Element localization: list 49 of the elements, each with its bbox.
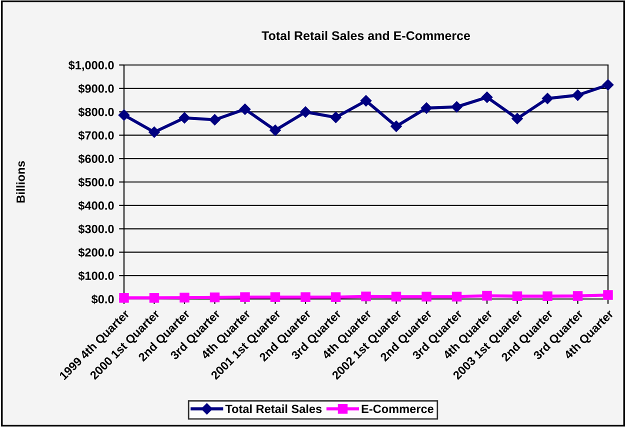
y-tick-label: $300.0 — [78, 224, 114, 234]
y-tick-label: $0.0 — [91, 294, 114, 304]
y-tick-label: $800.0 — [78, 107, 114, 117]
legend-label: Total Retail Sales — [225, 404, 322, 414]
y-tick-label: $400.0 — [78, 200, 114, 211]
point — [390, 120, 402, 132]
point — [210, 292, 220, 302]
point — [209, 114, 220, 126]
point — [542, 92, 554, 104]
point — [240, 292, 250, 302]
point — [118, 109, 130, 121]
point — [602, 79, 614, 90]
point — [422, 292, 432, 302]
y-tick-label: $1,000.0 — [68, 60, 114, 72]
point — [512, 112, 523, 124]
point — [451, 101, 462, 112]
point — [270, 292, 280, 302]
point — [482, 290, 492, 301]
point — [572, 291, 583, 301]
point — [239, 104, 251, 115]
point — [300, 106, 312, 118]
chart-title: Total Retail Sales and E-Commerce — [262, 30, 470, 40]
point — [420, 102, 432, 114]
point — [603, 290, 613, 300]
point — [452, 292, 462, 302]
y-axis-title: Billions — [16, 161, 25, 203]
point — [149, 292, 160, 303]
point — [542, 291, 552, 302]
point — [572, 90, 584, 101]
point — [300, 292, 310, 302]
point — [178, 112, 190, 124]
point — [330, 292, 341, 302]
point — [481, 92, 493, 103]
y-tick-label: $200.0 — [78, 248, 114, 258]
point — [361, 292, 371, 302]
y-tick-label: $500.0 — [78, 178, 114, 188]
y-tick-label: $100.0 — [78, 271, 114, 281]
y-tick-label: $600.0 — [78, 154, 114, 164]
point — [270, 124, 281, 136]
point — [512, 291, 522, 302]
point — [330, 112, 342, 124]
y-tick-label: $700.0 — [78, 130, 114, 140]
point — [180, 292, 190, 302]
point — [148, 126, 160, 138]
y-tick-label: $900.0 — [78, 84, 114, 94]
point — [391, 292, 402, 302]
point — [360, 95, 372, 106]
legend-label: E-Commerce — [362, 404, 434, 414]
point — [119, 292, 129, 303]
